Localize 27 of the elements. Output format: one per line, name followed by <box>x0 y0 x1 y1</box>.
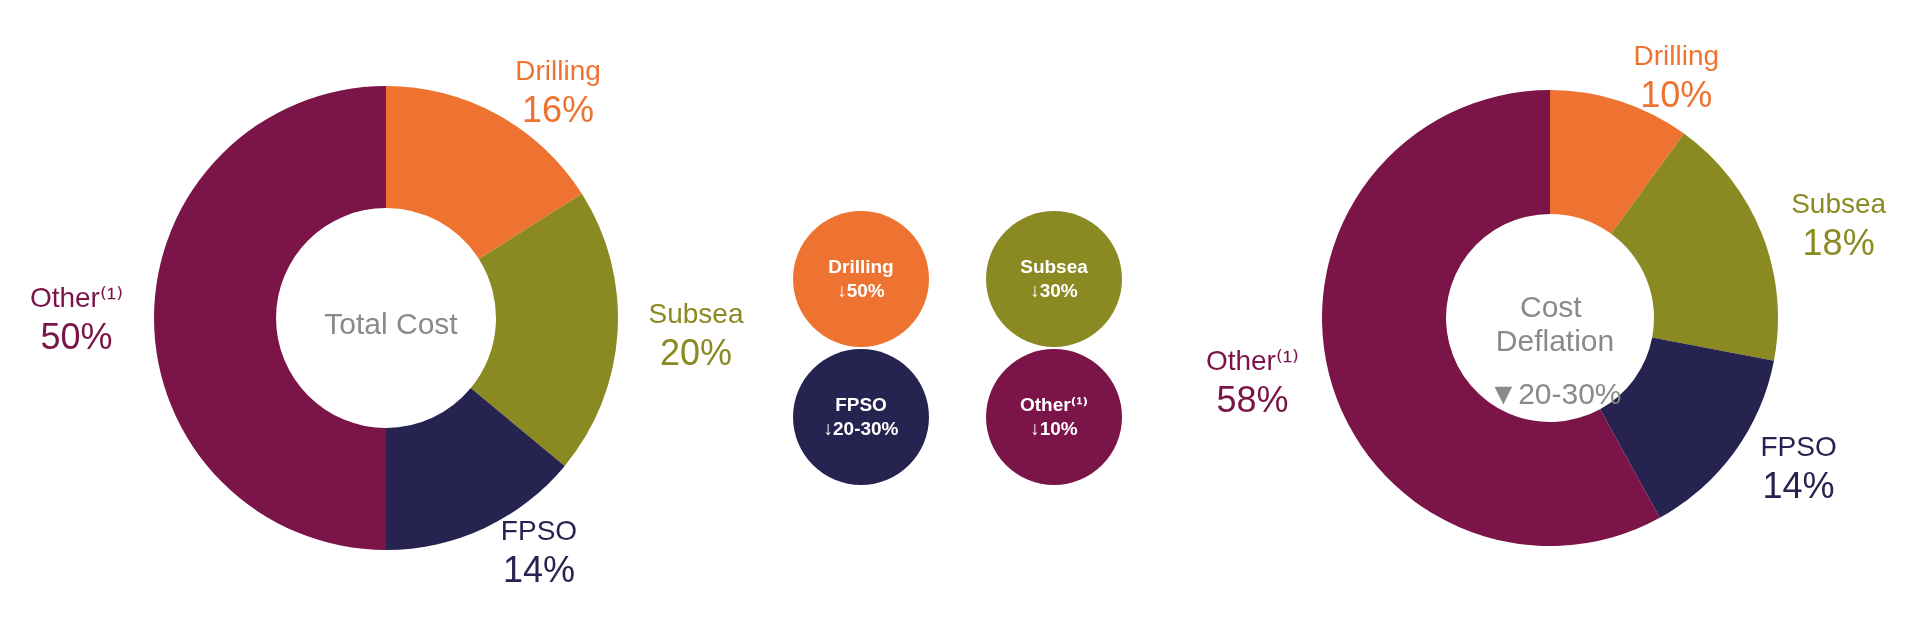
text: ▼20-30% <box>1488 376 1622 410</box>
data-label: 58% <box>1216 378 1289 420</box>
circle-badge: Drilling ↓50% <box>793 211 929 347</box>
data-label: 14% <box>502 548 575 590</box>
circle-badge: Other⁽¹⁾ ↓10% <box>986 349 1122 485</box>
category-label: Other⁽¹⁾ <box>1020 393 1088 417</box>
data-label: 50% <box>40 315 113 357</box>
slice-label: Other⁽¹⁾ <box>29 281 123 313</box>
category-label: Drilling <box>828 255 894 279</box>
text: Cost Deflation <box>1495 289 1615 357</box>
data-label: 18% <box>1802 222 1875 263</box>
data-label: 20% <box>659 331 732 373</box>
data-label: 16% <box>522 89 595 131</box>
slice-label: FPSO <box>500 514 578 546</box>
category-label: Subsea <box>1020 255 1088 279</box>
slice-label: Subsea <box>1791 188 1887 219</box>
slice-label: Other⁽¹⁾ <box>1205 344 1299 376</box>
slice-label: Drilling <box>1633 39 1720 71</box>
slice-label: Subsea <box>648 297 744 329</box>
circle-badge: Subsea ↓30% <box>986 211 1122 347</box>
circle-badge: FPSO ↓20-30% <box>793 349 929 485</box>
text: Total Cost <box>324 306 459 340</box>
slice-label: Drilling <box>515 55 601 87</box>
data-label: 10% <box>1640 73 1713 115</box>
slice-label: FPSO <box>1760 430 1837 462</box>
data-label: 14% <box>1762 464 1835 506</box>
category-label: FPSO <box>835 393 887 417</box>
